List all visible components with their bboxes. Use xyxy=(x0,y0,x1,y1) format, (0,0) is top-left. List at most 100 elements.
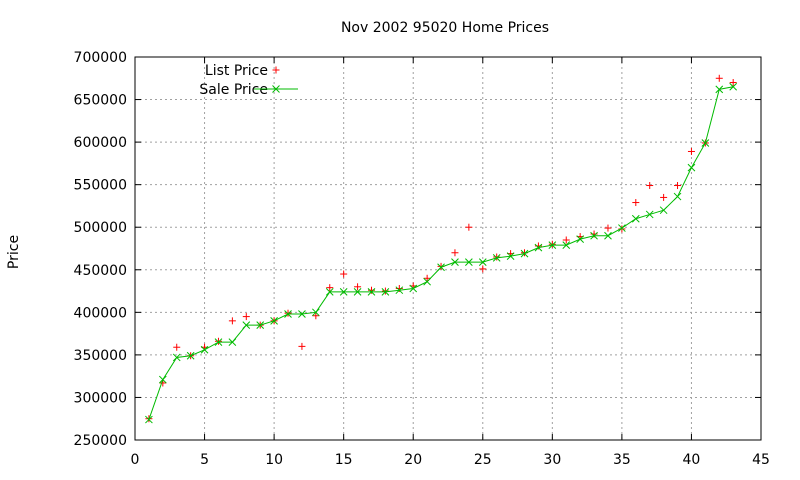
sale-price-point xyxy=(604,231,612,240)
grid-lines xyxy=(135,57,761,440)
sale-price-point xyxy=(715,85,724,94)
sale-price-point xyxy=(673,192,682,201)
x-tick-label: 25 xyxy=(474,452,492,468)
list-price-point xyxy=(562,236,570,244)
list-price-point xyxy=(646,182,654,190)
sale-price-point xyxy=(492,254,501,262)
list-price-point xyxy=(493,253,501,261)
list-price-point xyxy=(660,193,668,201)
sale-price-point xyxy=(325,288,334,296)
axis-ticks: 250000 300000 350000 400000 450000 500000 5500… xyxy=(74,50,770,468)
x-tick-label: 30 xyxy=(543,452,561,468)
list-price-point xyxy=(381,287,389,295)
list-price-point xyxy=(604,224,612,232)
x-tick-label: 10 xyxy=(265,452,283,468)
y-tick-label: 350000 xyxy=(74,348,127,364)
sale-price-point xyxy=(590,231,598,240)
list-price-point xyxy=(354,283,362,291)
y-tick-label: 600000 xyxy=(74,135,127,151)
x-tick-label: 5 xyxy=(200,452,209,468)
series-sale-price xyxy=(145,82,738,424)
sale-price-point xyxy=(298,310,306,318)
y-tick-label: 250000 xyxy=(74,433,127,449)
list-price-point xyxy=(451,249,459,257)
list-price-point xyxy=(326,284,334,292)
sale-price-point xyxy=(270,316,278,325)
x-tick-label: 20 xyxy=(404,452,422,468)
x-tick-label: 40 xyxy=(683,452,701,468)
sale-price-point xyxy=(214,338,223,346)
sale-price-point xyxy=(618,224,626,232)
sale-price-point xyxy=(548,241,557,249)
x-tick-label: 45 xyxy=(752,452,770,468)
sale-price-point xyxy=(228,338,237,346)
sale-price-point xyxy=(645,210,654,219)
sale-price-point xyxy=(520,249,529,258)
list-price-point xyxy=(479,265,487,273)
list-price-point xyxy=(298,342,306,350)
sale-price-point xyxy=(465,258,473,266)
legend-marker-sale-price xyxy=(272,85,280,93)
list-price-point xyxy=(214,337,222,345)
list-price-point xyxy=(228,317,236,325)
sale-price-point xyxy=(284,310,292,318)
list-price-point xyxy=(423,274,431,282)
chart-title: Nov 2002 95020 Home Prices xyxy=(341,20,549,36)
sale-price-point xyxy=(242,321,251,329)
x-tick-label: 15 xyxy=(335,452,353,468)
sale-price-point xyxy=(367,288,376,296)
y-tick-label: 550000 xyxy=(74,178,127,194)
sale-price-point xyxy=(631,214,640,223)
sale-price-point xyxy=(339,288,348,296)
legend-label-list-price: List Price xyxy=(205,63,268,79)
y-tick-label: 400000 xyxy=(74,305,127,321)
y-tick-label: 300000 xyxy=(74,390,127,406)
sale-price-point xyxy=(729,82,738,91)
x-tick-label: 0 xyxy=(131,452,140,468)
sale-price-point xyxy=(562,241,571,249)
sale-price-point xyxy=(186,351,195,360)
sale-price-point xyxy=(353,288,362,296)
legend-marker-list-price xyxy=(272,66,280,74)
sale-price-point xyxy=(451,258,459,266)
list-price-point xyxy=(715,74,723,82)
sale-price-point xyxy=(172,353,181,362)
list-price-point xyxy=(312,312,320,320)
list-price-point xyxy=(729,79,737,87)
sale-price-point xyxy=(381,288,390,296)
list-price-point xyxy=(242,313,250,321)
y-tick-label: 450000 xyxy=(74,263,127,279)
x-tick-label: 35 xyxy=(613,452,631,468)
sale-price-point xyxy=(423,277,431,286)
sale-price-point xyxy=(395,286,404,295)
sale-price-point xyxy=(506,252,515,261)
list-price-point xyxy=(340,270,348,278)
list-price-point xyxy=(465,223,473,231)
y-tick-label: 500000 xyxy=(74,220,127,236)
sale-price-point xyxy=(437,263,445,272)
sale-price-point xyxy=(200,345,209,354)
sale-price-point xyxy=(576,235,585,243)
legend-label-sale-price: Sale Price xyxy=(199,82,268,98)
sale-price-line xyxy=(148,86,734,420)
list-price-point xyxy=(173,343,181,351)
sale-price-point xyxy=(145,415,153,424)
sale-price-point xyxy=(478,258,487,266)
y-tick-label: 700000 xyxy=(74,50,127,66)
sale-price-point xyxy=(701,139,710,147)
sale-price-point xyxy=(256,321,265,329)
sale-price-point xyxy=(659,206,668,215)
legend: List Price Sale Price xyxy=(199,63,298,98)
list-price-point xyxy=(548,240,556,248)
list-price-point xyxy=(284,309,292,317)
sale-price-point xyxy=(158,375,167,384)
y-tick-label: 650000 xyxy=(74,93,127,109)
y-axis-label: Price xyxy=(6,235,22,269)
series-layer xyxy=(145,74,738,424)
list-price-point xyxy=(632,199,640,207)
list-price-point xyxy=(687,147,695,155)
sale-price-point xyxy=(409,284,418,293)
sale-price-point xyxy=(311,308,320,317)
plot-frame xyxy=(134,56,762,441)
